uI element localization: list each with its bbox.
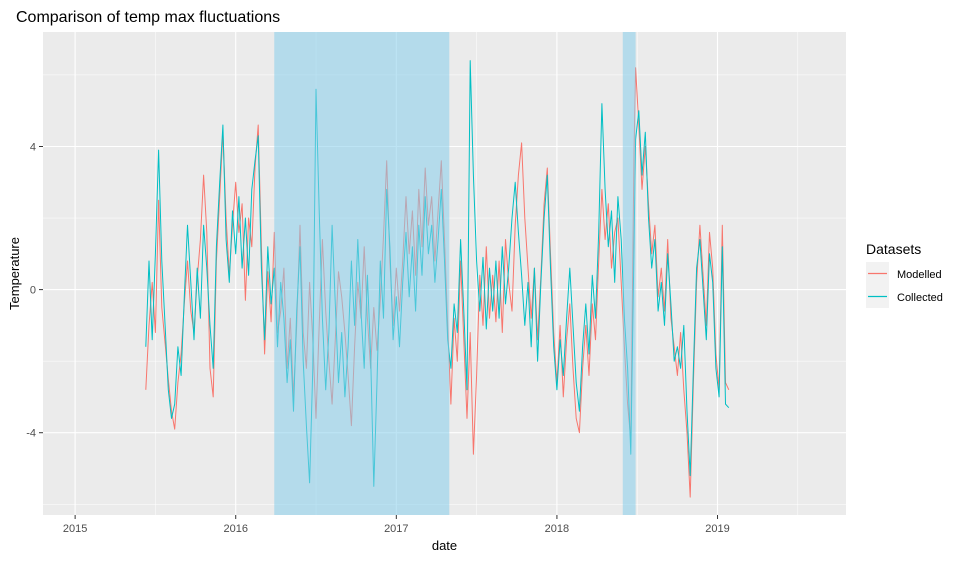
- x-tick-label: 2019: [705, 523, 729, 535]
- chart-title: Comparison of temp max fluctuations: [16, 9, 280, 26]
- y-tick-label: -4: [26, 428, 36, 440]
- highlight-bands: [274, 32, 636, 515]
- x-tick-label: 2015: [63, 523, 87, 535]
- y-tick-label: 4: [30, 141, 36, 153]
- highlight-band: [274, 32, 450, 515]
- x-tick-label: 2017: [384, 523, 408, 535]
- legend-label-collected: Collected: [897, 292, 943, 304]
- x-tick-label: 2018: [545, 523, 569, 535]
- y-tick-label: 0: [30, 285, 36, 297]
- legend-title: Datasets: [866, 241, 921, 257]
- legend: Datasets Modelled Collected: [866, 241, 943, 308]
- x-tick-label: 2016: [223, 523, 247, 535]
- axis-ticks: 2015 2016 2017 2018 2019 -4 0 4: [26, 141, 730, 535]
- x-axis-label: date: [432, 538, 457, 553]
- highlight-band: [622, 32, 636, 515]
- y-axis-label: Temperature: [7, 237, 22, 310]
- legend-label-modelled: Modelled: [897, 269, 942, 281]
